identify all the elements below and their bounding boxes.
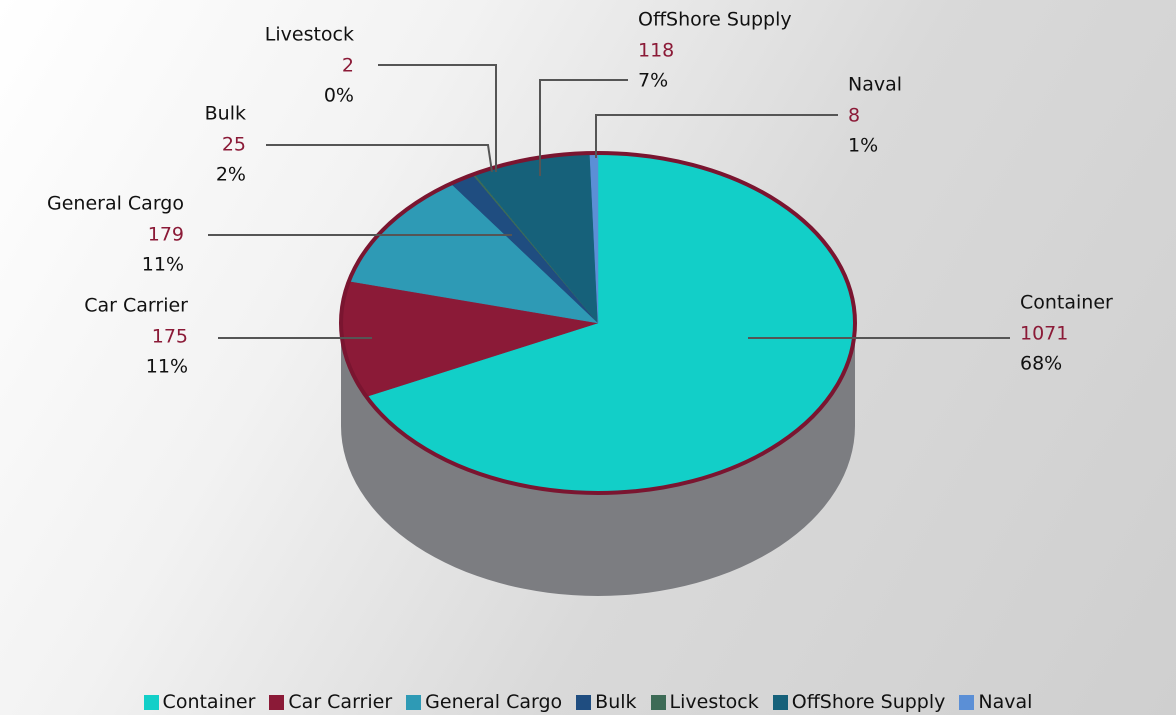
label-value: 179	[148, 224, 184, 246]
legend-swatch	[406, 694, 422, 710]
pie-side	[341, 323, 855, 596]
legend-swatch	[269, 694, 285, 710]
legend-item: Livestock	[650, 691, 759, 713]
label-percent: 2%	[216, 164, 246, 186]
label-name: General Cargo	[47, 193, 184, 215]
legend-label: Car Carrier	[288, 691, 393, 713]
label-value: 2	[342, 55, 354, 77]
pie-rim	[339, 151, 857, 495]
legend-label: Bulk	[595, 691, 637, 713]
label-name: OffShore Supply	[638, 9, 792, 31]
legend-item: Naval	[959, 691, 1032, 713]
label-percent: 1%	[848, 135, 878, 157]
label-name: Container	[1020, 292, 1113, 314]
legend: Container Car Carrier General Cargo Bulk Liv…	[0, 691, 1176, 713]
leader-line	[539, 79, 628, 176]
legend-label: OffShore Supply	[791, 691, 946, 713]
label-value: 118	[638, 40, 674, 62]
label-name: Car Carrier	[84, 295, 188, 317]
label-name: Bulk	[205, 103, 246, 125]
label-name: Naval	[848, 74, 902, 96]
leader-line	[378, 64, 497, 172]
label-value: 175	[152, 326, 188, 348]
legend-swatch	[772, 694, 788, 710]
leader-line	[595, 114, 838, 158]
legend-item: Car Carrier	[269, 691, 392, 713]
legend-label: Naval	[978, 691, 1033, 713]
legend-item: Bulk	[576, 691, 637, 713]
label-percent: 68%	[1020, 353, 1062, 375]
label-value: 8	[848, 105, 860, 127]
legend-item: OffShore Supply	[772, 691, 946, 713]
legend-swatch	[576, 694, 592, 710]
legend-swatch	[959, 694, 975, 710]
label-name: Livestock	[265, 24, 354, 46]
legend-item: Container	[143, 691, 256, 713]
label-percent: 11%	[142, 254, 184, 276]
label-percent: 0%	[324, 85, 354, 107]
legend-swatch	[143, 694, 159, 710]
leader-line	[266, 144, 493, 173]
label-value: 25	[222, 134, 246, 156]
legend-label: Container	[162, 691, 256, 713]
label-value: 1071	[1020, 323, 1068, 345]
label-percent: 11%	[146, 356, 188, 378]
legend-label: Livestock	[669, 691, 759, 713]
legend-label: General Cargo	[425, 691, 563, 713]
legend-swatch	[650, 694, 666, 710]
legend-item: General Cargo	[406, 691, 562, 713]
label-percent: 7%	[638, 70, 668, 92]
